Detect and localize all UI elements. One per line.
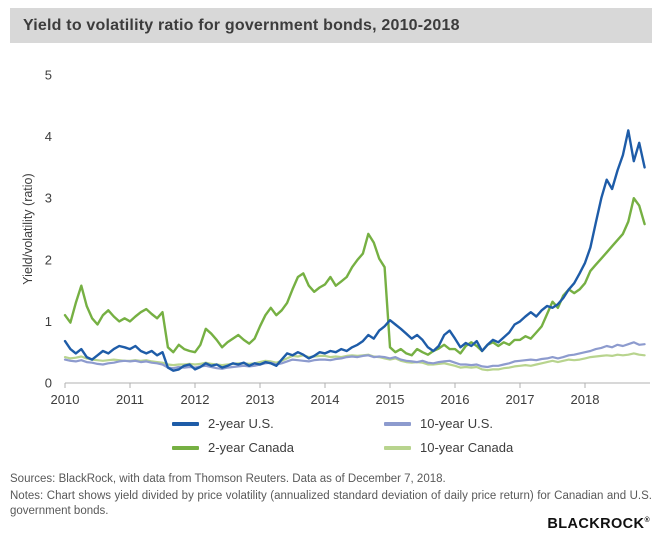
series-line-10-year-canada (63, 352, 646, 372)
blackrock-logo: BLACKROCK® (547, 516, 650, 532)
legend-label: 10-year Canada (420, 440, 514, 455)
chart-title: Yield to volatility ratio for government… (23, 16, 460, 34)
legend-item-10yr-canada: 10-year Canada (384, 440, 513, 455)
legend-swatch-10yr-canada (384, 445, 411, 450)
notes-text: Notes: Chart shows yield divided by pric… (10, 490, 652, 518)
y-tick-label: 0 (45, 376, 52, 391)
legend-item-2yr-canada: 2-year Canada (172, 440, 384, 455)
y-tick-label: 2 (45, 252, 52, 267)
chart-title-bar: Yield to volatility ratio for government… (10, 8, 652, 43)
legend-item-2yr-us: 2-year U.S. (172, 416, 384, 431)
x-tick-label: 2012 (181, 392, 210, 407)
legend-swatch-2yr-canada (172, 445, 199, 450)
x-tick-label: 2013 (246, 392, 275, 407)
x-tick-label: 2018 (571, 392, 600, 407)
legend-label: 2-year Canada (208, 440, 294, 455)
x-tick-label: 2010 (51, 392, 80, 407)
y-tick-label: 1 (45, 314, 52, 329)
legend-swatch-2yr-us (172, 421, 199, 426)
x-tick-label: 2015 (376, 392, 405, 407)
x-tick-label: 2017 (506, 392, 535, 407)
legend-label: 2-year U.S. (208, 416, 274, 431)
x-tick-label: 2011 (116, 392, 144, 407)
series-line-2-year-canada (63, 196, 646, 357)
y-tick-label: 4 (45, 129, 52, 144)
registered-mark: ® (644, 517, 650, 525)
x-tick-label: 2014 (311, 392, 340, 407)
legend-label: 10-year U.S. (420, 416, 493, 431)
y-tick-label: 3 (45, 191, 52, 206)
blackrock-logo-text: BLACKROCK (547, 516, 645, 532)
legend-item-10yr-us: 10-year U.S. (384, 416, 513, 431)
series-line-10-year-u-s- (63, 341, 646, 370)
y-tick-label: 5 (45, 68, 52, 83)
x-tick-label: 2016 (441, 392, 470, 407)
chart-legend: 2-year U.S. 10-year U.S. 2-year Canada 1… (172, 416, 513, 455)
legend-swatch-10yr-us (384, 421, 411, 426)
chart-canvas: 2010 2011 2012 2013 2014 2015 2016 2017 2018 0 1 2 3… (45, 68, 650, 407)
sources-text: Sources: BlackRock, with data from Thoms… (10, 473, 446, 485)
series-line-2-year-u-s- (63, 129, 646, 372)
